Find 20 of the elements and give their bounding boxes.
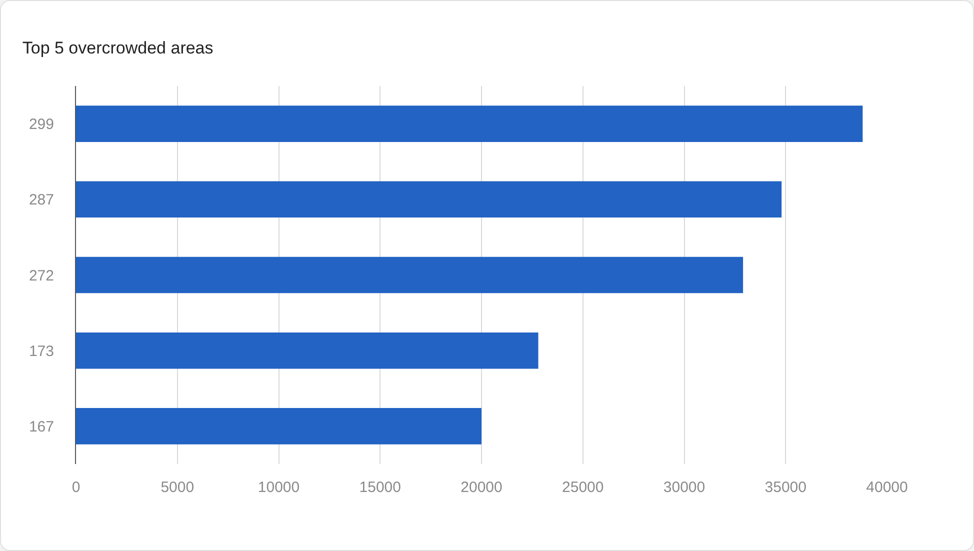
x-tick-label: 20000 — [460, 479, 502, 496]
y-tick-label: 167 — [28, 418, 54, 436]
bar — [76, 332, 538, 369]
bar — [76, 181, 782, 218]
x-tick-label: 40000 — [866, 479, 908, 496]
chart-title: Top 5 overcrowded areas — [22, 38, 214, 58]
x-tick-label: 30000 — [663, 479, 706, 496]
x-tick-label: 0 — [72, 479, 80, 496]
y-tick-label: 272 — [28, 267, 54, 284]
bar — [76, 106, 863, 142]
y-tick-label: 299 — [28, 116, 54, 134]
x-tick-label: 10000 — [258, 479, 300, 496]
bar — [76, 408, 482, 444]
bar — [76, 256, 744, 294]
x-tick-label: 5000 — [160, 479, 194, 496]
y-tick-label: 173 — [28, 342, 54, 360]
x-tick-label: 15000 — [359, 479, 401, 496]
x-tick-label: 35000 — [764, 479, 806, 496]
x-tick-label: 25000 — [562, 479, 604, 496]
y-tick-label: 287 — [28, 192, 54, 209]
